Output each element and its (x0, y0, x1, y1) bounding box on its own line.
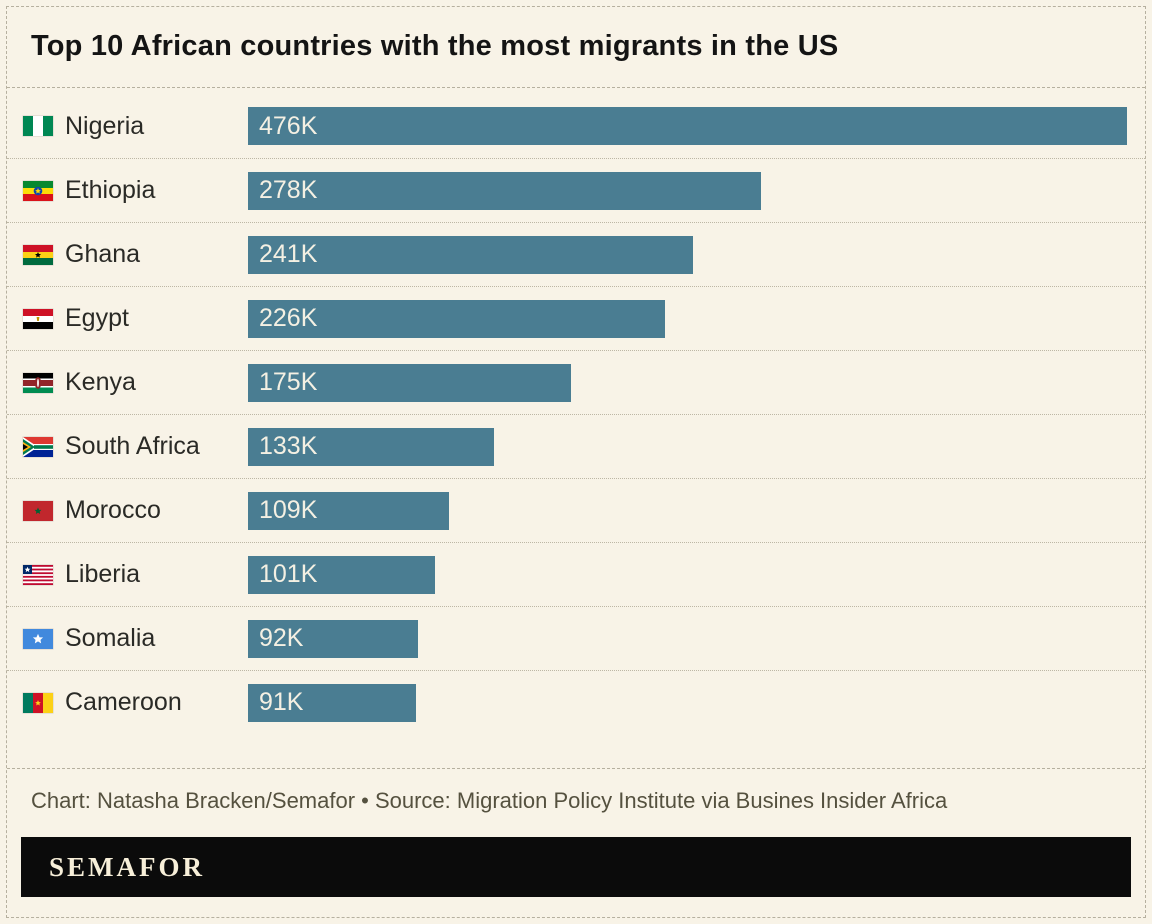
spacer (7, 734, 1145, 768)
chart-row: Liberia 101K (7, 542, 1145, 606)
brand-bar: SEMAFOR (21, 837, 1131, 897)
flag-ethiopia-icon (23, 180, 53, 201)
bar-value-label: 241K (259, 240, 318, 268)
bar-value-label: 101K (259, 560, 318, 588)
bar-track: 175K (248, 363, 1127, 402)
chart-card: Top 10 African countries with the most m… (6, 6, 1146, 918)
row-label: Ghana (23, 240, 248, 269)
credit-line: Chart: Natasha Bracken/Semafor • Source:… (7, 768, 1145, 837)
flag-cameroon-icon (23, 692, 53, 713)
flag-morocco-icon (23, 500, 53, 521)
bar-track: 476K (248, 107, 1127, 145)
flag-egypt-icon (23, 308, 53, 329)
flag-liberia-icon (23, 564, 53, 585)
bar-track: 278K (248, 171, 1127, 210)
flag-kenya-icon (23, 372, 53, 393)
country-label: Ethiopia (65, 176, 156, 204)
row-label: Liberia (23, 560, 248, 589)
chart-row: Nigeria 476K (7, 94, 1145, 158)
row-label: Ethiopia (23, 176, 248, 205)
bar: 91K (248, 683, 417, 722)
chart-row: Egypt 226K (7, 286, 1145, 350)
bar-track: 226K (248, 299, 1127, 338)
bar: 278K (248, 171, 762, 210)
bar-value-label: 109K (259, 496, 318, 524)
country-label: Liberia (65, 560, 141, 588)
bar-value-label: 92K (259, 624, 304, 652)
country-label: Egypt (65, 304, 129, 332)
country-label: South Africa (65, 432, 200, 460)
flag-nigeria-icon (23, 116, 53, 136)
bar-value-label: 175K (259, 368, 318, 396)
flag-somalia-icon (23, 628, 53, 649)
row-label: Kenya (23, 368, 248, 397)
bar: 175K (248, 363, 572, 402)
country-label: Cameroon (65, 688, 182, 716)
chart-row: Ghana 241K (7, 222, 1145, 286)
country-label: Ghana (65, 240, 141, 268)
chart-row: Cameroon 91K (7, 670, 1145, 734)
bar: 241K (248, 235, 694, 274)
bar-value-label: 278K (259, 176, 318, 204)
bar: 92K (248, 619, 418, 658)
flag-ghana-icon (23, 244, 53, 265)
bar-chart: Nigeria 476K Ethiopia 278K (7, 88, 1145, 734)
bar-track: 91K (248, 683, 1127, 722)
row-label: Egypt (23, 304, 248, 333)
bar: 101K (248, 555, 435, 594)
bar-track: 241K (248, 235, 1127, 274)
semafor-logo: SEMAFOR (49, 851, 205, 882)
bar-track: 109K (248, 491, 1127, 530)
chart-row: South Africa 133K (7, 414, 1145, 478)
row-label: Morocco (23, 496, 248, 525)
flag-south-africa-icon (23, 436, 53, 457)
chart-header: Top 10 African countries with the most m… (7, 7, 1145, 88)
chart-row: Kenya 175K (7, 350, 1145, 414)
row-label: South Africa (23, 432, 248, 461)
row-label: Nigeria (23, 112, 248, 141)
bar-track: 133K (248, 427, 1127, 466)
bar: 133K (248, 427, 494, 466)
row-label: Somalia (23, 624, 248, 653)
country-label: Kenya (65, 368, 136, 396)
country-label: Morocco (65, 496, 161, 524)
bar: 226K (248, 299, 666, 338)
row-label: Cameroon (23, 688, 248, 717)
bar-value-label: 91K (259, 688, 304, 716)
bar-value-label: 226K (259, 304, 318, 332)
chart-title: Top 10 African countries with the most m… (31, 30, 839, 62)
chart-row: Morocco 109K (7, 478, 1145, 542)
chart-row: Somalia 92K (7, 606, 1145, 670)
bar-value-label: 476K (259, 111, 318, 140)
chart-row: Ethiopia 278K (7, 158, 1145, 222)
bar: 476K (248, 107, 1127, 145)
bar: 109K (248, 491, 450, 530)
country-label: Nigeria (65, 111, 145, 140)
country-label: Somalia (65, 624, 156, 652)
bar-track: 101K (248, 555, 1127, 594)
bar-track: 92K (248, 619, 1127, 658)
bar-value-label: 133K (259, 432, 318, 460)
